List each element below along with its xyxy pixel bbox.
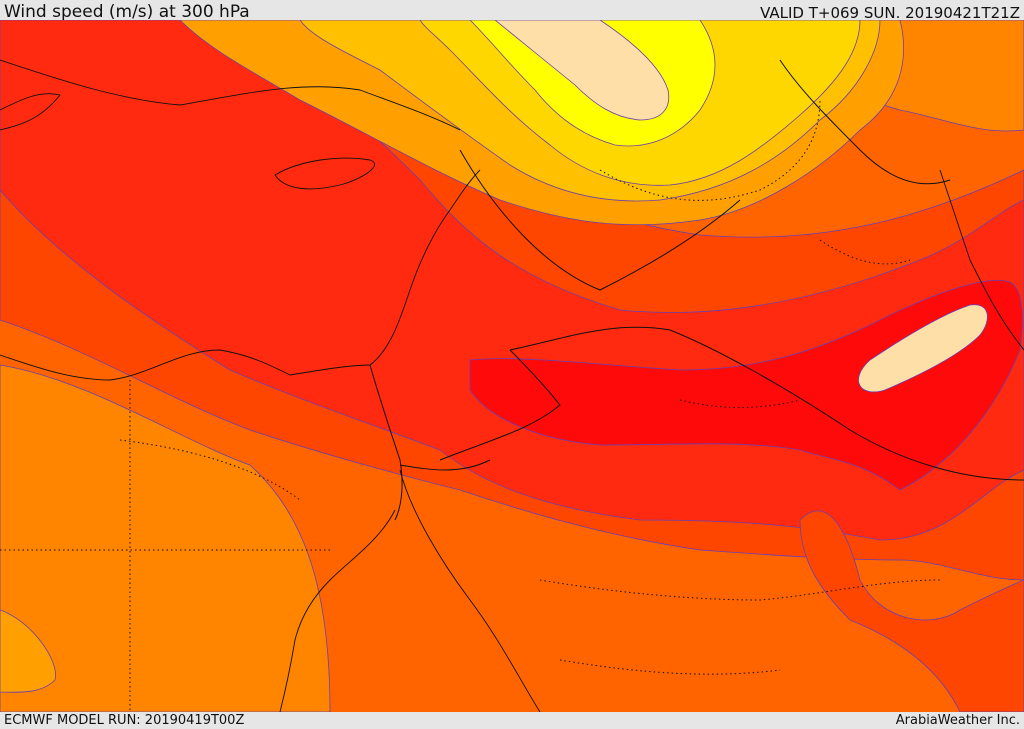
coastline-mediterranean	[0, 169, 481, 381]
footer-bar: ECMWF MODEL RUN: 20190419T00Z ArabiaWeat…	[0, 712, 1024, 729]
border-syria-iraq	[459, 149, 741, 291]
model-run: ECMWF MODEL RUN: 20190419T00Z	[4, 713, 245, 728]
border-iraq-saudi	[509, 326, 1024, 481]
border-internal-6	[559, 659, 781, 675]
band-8-south-lobe	[799, 510, 1024, 712]
border-jordan-saudi	[439, 349, 561, 461]
border-internal-1	[119, 439, 301, 501]
jet-core-max	[858, 304, 988, 393]
border-internal-3	[599, 99, 821, 201]
brand-credit: ArabiaWeather Inc.	[895, 713, 1020, 728]
border-saudi-north	[399, 459, 491, 471]
coastline-black-sea-aegean	[0, 93, 61, 131]
coastline-turkey	[0, 59, 461, 131]
coastline-gulf	[939, 169, 1024, 351]
band-1-north	[494, 20, 670, 121]
band-6-southwest	[0, 364, 331, 712]
border-iran-iraq	[779, 59, 951, 185]
border-internal-5	[819, 239, 911, 265]
coastline-cyprus	[274, 157, 376, 190]
border-egypt-israel	[369, 364, 403, 521]
header-bar: Wind speed (m/s) at 300 hPa VALID T+069 …	[0, 0, 1024, 22]
border-internal-2	[539, 579, 941, 601]
coastline-red-sea-east	[399, 469, 541, 712]
valid-time: VALID T+069 SUN. 20190421T21Z	[760, 4, 1020, 22]
map-title: Wind speed (m/s) at 300 hPa	[4, 2, 250, 22]
band-5-southwest-patch	[0, 609, 56, 693]
border-internal-4	[679, 399, 801, 408]
band-10-jet	[469, 279, 1023, 491]
coastline-red-sea	[279, 509, 396, 712]
wind-speed-map	[0, 20, 1024, 712]
